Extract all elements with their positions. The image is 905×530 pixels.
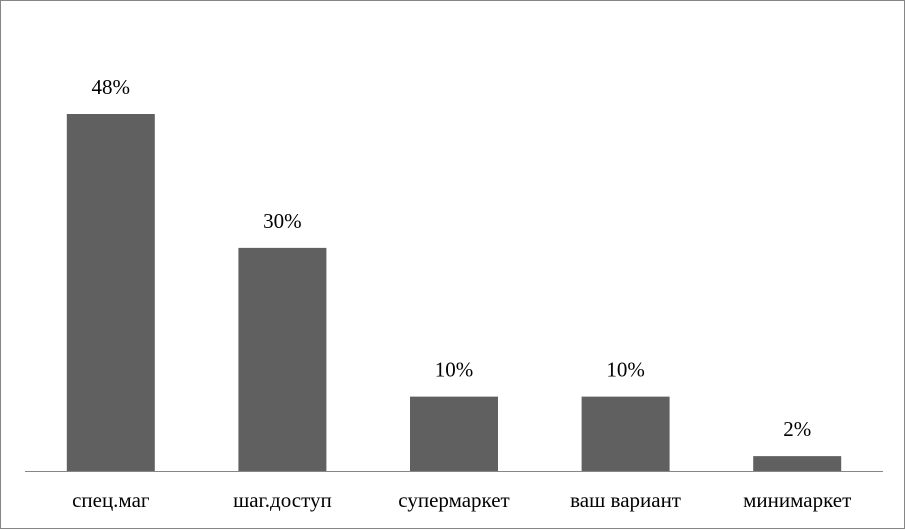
data-label-0: 48% xyxy=(92,75,131,99)
category-label-0: спец.маг xyxy=(72,488,150,512)
bar-4 xyxy=(753,456,841,471)
bar-1 xyxy=(238,248,326,471)
data-label-2: 10% xyxy=(435,358,474,382)
bar-0 xyxy=(67,114,155,471)
category-label-2: супермаркет xyxy=(398,488,509,512)
bar-2 xyxy=(410,397,498,471)
data-label-3: 10% xyxy=(606,358,645,382)
data-label-1: 30% xyxy=(263,209,302,233)
category-label-4: минимаркет xyxy=(743,488,851,512)
data-label-4: 2% xyxy=(783,417,811,441)
category-label-1: шаг.доступ xyxy=(233,488,332,512)
bars-layer xyxy=(67,114,841,471)
category-label-3: ваш вариант xyxy=(570,488,681,512)
bar-3 xyxy=(582,397,670,471)
